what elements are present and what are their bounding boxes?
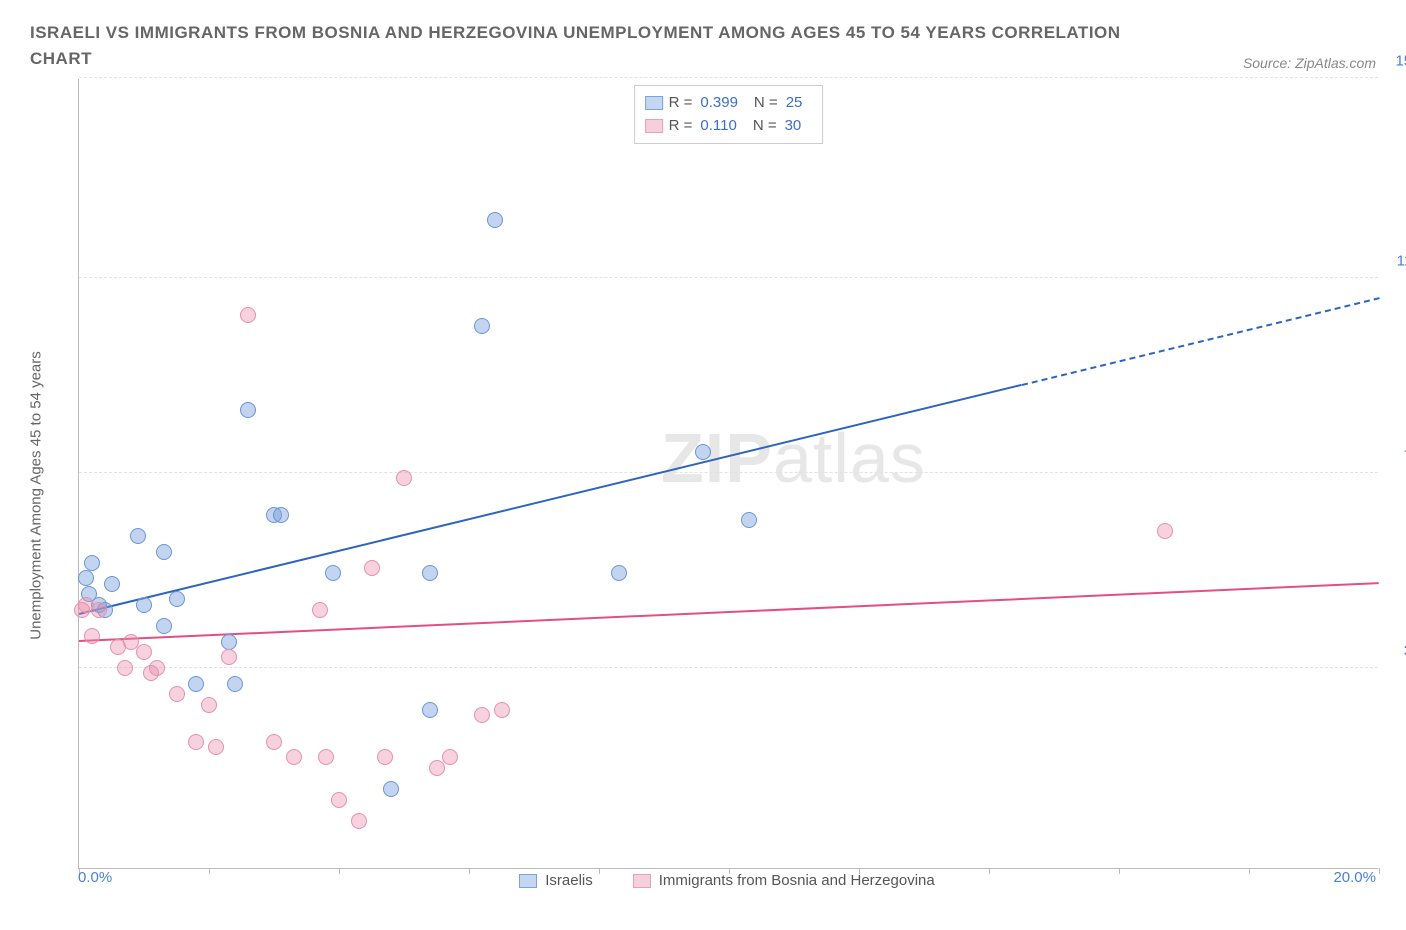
data-point xyxy=(741,512,757,528)
legend-label: Immigrants from Bosnia and Herzegovina xyxy=(659,872,935,889)
legend-swatch xyxy=(645,96,663,110)
n-value: 30 xyxy=(785,115,802,138)
data-point xyxy=(84,628,100,644)
data-point xyxy=(364,560,380,576)
data-point xyxy=(325,565,341,581)
data-point xyxy=(169,591,185,607)
x-max-label: 20.0% xyxy=(1333,869,1376,886)
data-point xyxy=(78,570,94,586)
legend-label: Israelis xyxy=(545,872,593,889)
data-point xyxy=(273,507,289,523)
x-axis-labels: 0.0% 20.0% Israelis Immigrants from Bosni… xyxy=(78,869,1376,895)
x-tick xyxy=(1379,868,1380,874)
data-point xyxy=(286,749,302,765)
trend-line xyxy=(79,384,1022,615)
data-point xyxy=(312,602,328,618)
data-point xyxy=(422,565,438,581)
stats-row: R = 0.399 N = 25 xyxy=(645,92,813,115)
n-label: N = xyxy=(754,92,778,115)
data-point xyxy=(494,702,510,718)
bottom-legend: Israelis Immigrants from Bosnia and Herze… xyxy=(78,869,1376,889)
data-point xyxy=(227,676,243,692)
chart-title: ISRAELI VS IMMIGRANTS FROM BOSNIA AND HE… xyxy=(30,20,1130,71)
r-label: R = xyxy=(669,92,693,115)
data-point xyxy=(201,697,217,713)
data-point xyxy=(396,470,412,486)
n-value: 25 xyxy=(786,92,803,115)
data-point xyxy=(240,402,256,418)
data-point xyxy=(208,739,224,755)
legend-swatch xyxy=(645,119,663,133)
data-point xyxy=(487,212,503,228)
gridline xyxy=(79,77,1378,78)
y-axis-label: Unemployment Among Ages 45 to 54 years xyxy=(28,351,45,640)
data-point xyxy=(422,702,438,718)
data-point xyxy=(84,555,100,571)
data-point xyxy=(130,528,146,544)
data-point xyxy=(429,760,445,776)
legend-item: Immigrants from Bosnia and Herzegovina xyxy=(633,872,935,889)
legend-swatch xyxy=(519,874,537,888)
data-point xyxy=(695,444,711,460)
source-label: Source: ZipAtlas.com xyxy=(1243,55,1376,71)
gridline xyxy=(79,472,1378,473)
stats-legend-box: R = 0.399 N = 25 R = 0.110 N = 30 xyxy=(634,85,824,144)
data-point xyxy=(169,686,185,702)
data-point xyxy=(156,544,172,560)
gridline xyxy=(79,277,1378,278)
x-min-label: 0.0% xyxy=(78,869,112,886)
data-point xyxy=(351,813,367,829)
data-point xyxy=(221,649,237,665)
legend-item: Israelis xyxy=(519,872,593,889)
chart-container: Unemployment Among Ages 45 to 54 years Z… xyxy=(30,79,1376,895)
data-point xyxy=(188,676,204,692)
y-tick-label: 15.0% xyxy=(1383,53,1406,70)
data-point xyxy=(91,602,107,618)
data-point xyxy=(377,749,393,765)
data-point xyxy=(474,707,490,723)
data-point xyxy=(188,734,204,750)
trend-line xyxy=(79,582,1379,642)
scatter-plot: ZIPatlas R =0.399N =25R =0.110N =30 3.8%… xyxy=(78,79,1378,869)
data-point xyxy=(221,634,237,650)
y-tick-label: 3.8% xyxy=(1383,642,1406,659)
data-point xyxy=(474,318,490,334)
data-point xyxy=(266,734,282,750)
data-point xyxy=(149,660,165,676)
data-point xyxy=(442,749,458,765)
data-point xyxy=(331,792,347,808)
data-point xyxy=(136,597,152,613)
n-label: N = xyxy=(753,115,777,138)
trend-line-dashed xyxy=(1021,297,1379,386)
r-value: 0.399 xyxy=(700,92,738,115)
data-point xyxy=(611,565,627,581)
data-point xyxy=(383,781,399,797)
data-point xyxy=(318,749,334,765)
data-point xyxy=(240,307,256,323)
y-tick-label: 11.2% xyxy=(1383,253,1406,270)
r-label: R = xyxy=(669,115,693,138)
data-point xyxy=(117,660,133,676)
data-point xyxy=(1157,523,1173,539)
data-point xyxy=(136,644,152,660)
r-value: 0.110 xyxy=(700,115,736,138)
data-point xyxy=(156,618,172,634)
legend-swatch xyxy=(633,874,651,888)
y-tick-label: 7.5% xyxy=(1383,448,1406,465)
stats-row: R = 0.110 N = 30 xyxy=(645,115,813,138)
gridline xyxy=(79,667,1378,668)
data-point xyxy=(104,576,120,592)
